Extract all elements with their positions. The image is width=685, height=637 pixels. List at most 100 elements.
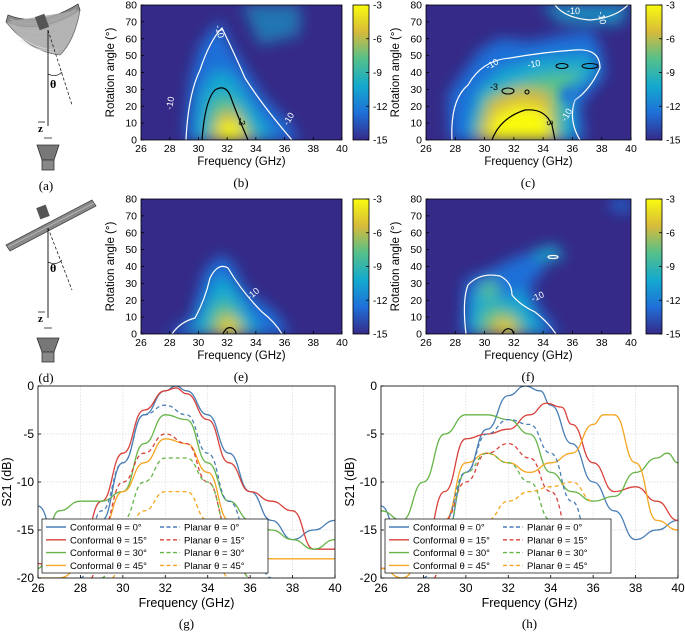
y-axis-label: S21 (dB) — [343, 457, 357, 506]
y-tick-label: 60 — [410, 227, 422, 239]
y-tick-label: 70 — [125, 210, 137, 222]
theta-label-a: θ — [50, 77, 56, 91]
legend-box — [384, 518, 612, 574]
y-tick-label: 40 — [125, 261, 137, 273]
colorbar-tick-label: -15 — [373, 136, 388, 147]
contour-label: -3 — [490, 82, 498, 92]
x-tick-label: 34 — [537, 337, 549, 349]
x-tick-label: 28 — [449, 337, 461, 349]
contour-minus3 — [501, 328, 515, 334]
x-tick-label: 28 — [449, 143, 461, 155]
x-tick-label: 34 — [250, 337, 262, 349]
series-line — [381, 414, 678, 522]
series-line — [423, 418, 594, 578]
series-line — [111, 490, 230, 578]
y-tick-label: 80 — [410, 0, 422, 12]
series-line — [465, 481, 594, 560]
colorbar-tick-label: -6 — [666, 228, 675, 239]
x-tick-label: 32 — [221, 337, 233, 349]
legend-label: Planar θ = 30° — [184, 548, 245, 559]
x-tick-label: 38 — [629, 581, 643, 595]
y-tick-label: 20 — [410, 101, 422, 113]
x-tick-label: 32 — [508, 337, 520, 349]
y-tick-label: -10 — [360, 475, 378, 489]
x-axis-label: Frequency (GHz) — [484, 156, 572, 168]
y-tick-label: 0 — [416, 135, 422, 147]
x-axis-label: Frequency (GHz) — [484, 350, 572, 362]
x-tick-label: 38 — [596, 337, 608, 349]
contour-minus10 — [554, 5, 629, 21]
caption-d: (d) — [38, 370, 53, 385]
y-tick-label: 0 — [370, 379, 377, 393]
contour-label: -10 — [530, 289, 546, 304]
contour-minus3 — [222, 327, 237, 334]
y-tick-label: 70 — [125, 16, 137, 28]
contour-minus10 — [451, 49, 601, 140]
colorbar-tick-label: -6 — [666, 34, 675, 45]
y-tick-label: 80 — [125, 0, 137, 12]
caption: (e) — [234, 369, 248, 384]
legend-label: Planar θ = 0° — [527, 523, 582, 534]
x-tick-label: 36 — [567, 337, 579, 349]
y-axis-label: Rotation angle (°) — [390, 222, 402, 312]
y-tick-label: 50 — [410, 244, 422, 256]
contour-minus10 — [463, 274, 557, 334]
series-line — [80, 404, 272, 578]
y-axis-label: S21 (dB) — [0, 457, 14, 506]
x-tick-label: 34 — [544, 581, 558, 595]
x-tick-label: 28 — [164, 337, 176, 349]
caption: (f) — [522, 369, 535, 384]
x-axis-label: Frequency (GHz) — [139, 596, 235, 610]
contour-label: -10 — [527, 58, 542, 70]
legend-label: Conformal θ = 0° — [413, 523, 485, 534]
colorbar-tick-label: -9 — [373, 262, 382, 273]
y-tick-label: -15 — [17, 523, 35, 537]
y-tick-label: -15 — [360, 523, 378, 537]
planar-array-shape — [5, 199, 97, 252]
y-tick-label: 20 — [410, 295, 422, 307]
contour-label: -10 — [164, 96, 176, 111]
x-tick-label: 38 — [307, 143, 319, 155]
schematic-a: θ z (a) — [5, 3, 81, 193]
y-tick-label: 20 — [125, 101, 137, 113]
x-tick-label: 36 — [567, 143, 579, 155]
x-tick-label: 40 — [336, 143, 348, 155]
colorbar-tick-label: -6 — [373, 34, 382, 45]
y-tick-label: 30 — [125, 84, 137, 96]
y-tick-label: 10 — [410, 312, 422, 324]
x-tick-label: 30 — [193, 143, 205, 155]
legend-label: Conformal θ = 30° — [413, 548, 490, 559]
colorbar-tick-label: -3 — [373, 195, 382, 206]
x-tick-label: 26 — [374, 581, 388, 595]
legend-label: Conformal θ = 15° — [70, 535, 147, 546]
x-tick-label: 36 — [243, 581, 257, 595]
heatmap-b: -10 -10 -10 -3 — [141, 5, 342, 140]
colorbar-tick-label: -9 — [666, 262, 675, 273]
y-tick-label: 50 — [125, 244, 137, 256]
theta-label-d: θ — [50, 261, 56, 275]
y-tick-label: -20 — [17, 571, 35, 585]
legend-label: Planar θ = 15° — [527, 535, 588, 546]
y-axis-label: Rotation angle (°) — [105, 28, 117, 118]
x-tick-label: 32 — [159, 581, 173, 595]
contour-label: -10 — [596, 11, 608, 26]
x-tick-label: 40 — [671, 581, 685, 595]
x-tick-label: 26 — [135, 337, 147, 349]
x-tick-label: 28 — [417, 581, 431, 595]
y-tick-label: 30 — [410, 84, 422, 96]
contour-minus3 — [201, 87, 249, 140]
schematic-d: θ z (d) — [5, 199, 97, 385]
contour-minus3 — [491, 109, 556, 140]
x-tick-label: 38 — [286, 581, 300, 595]
x-tick-label: 26 — [420, 143, 432, 155]
x-tick-label: 28 — [164, 143, 176, 155]
x-tick-label: 38 — [307, 337, 319, 349]
heatmap-f: -10 — [426, 199, 631, 334]
y-tick-label: -10 — [17, 475, 35, 489]
z-label-d: z — [38, 313, 43, 325]
y-tick-label: 0 — [416, 329, 422, 341]
x-tick-label: 26 — [135, 143, 147, 155]
caption-a: (a) — [39, 178, 53, 193]
contour-label: -10 — [567, 6, 580, 16]
